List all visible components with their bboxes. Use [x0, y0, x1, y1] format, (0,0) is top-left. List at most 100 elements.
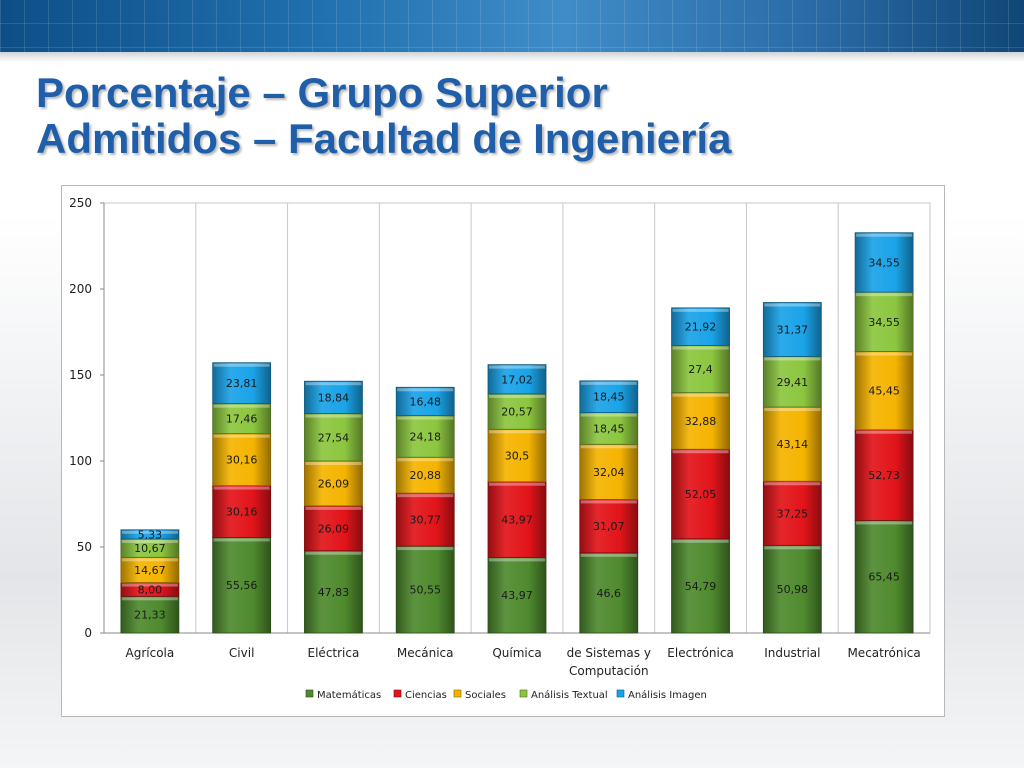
bars: [120, 232, 914, 634]
bar-highlight: [672, 308, 729, 312]
bar-highlight: [672, 393, 729, 397]
bar-highlight: [489, 558, 545, 562]
category-label-electrica: Eléctrica: [308, 646, 360, 660]
bar-industrial-sociales: [762, 406, 822, 482]
value-label-agricola-ciencias: 8,00: [138, 583, 163, 596]
category-label-de-sistemas-y-computacion: de Sistemas y Computación: [567, 646, 651, 678]
bar-highlight: [856, 430, 913, 434]
bar-mecanica-analisis-imagen: [395, 386, 455, 417]
value-label-civil-matematicas: 55,56: [226, 579, 258, 592]
value-label-agricola-matematicas: 21,33: [134, 609, 166, 622]
bar-agricola-sociales: [120, 556, 180, 583]
bar-highlight: [580, 381, 637, 385]
bar-highlight: [856, 521, 913, 525]
bar-civil-sociales: [212, 433, 272, 486]
legend-label: Ciencias: [405, 690, 447, 701]
value-label-mecatronica-matematicas: 65,45: [868, 571, 900, 584]
legend-label: Sociales: [465, 690, 506, 701]
bar-electronica-ciencias: [671, 448, 730, 540]
value-label-mecanica-matematicas: 50,55: [409, 584, 441, 597]
bar-highlight: [672, 539, 729, 543]
bar-stack-mecatronica: [854, 232, 914, 634]
bar-industrial-analisis-imagen: [762, 302, 822, 357]
bar-highlight: [856, 293, 913, 297]
bar-quimica-sociales: [487, 428, 547, 483]
category-label-industrial: Industrial: [764, 646, 820, 660]
value-label-de-sistemas-y-computacion-analisis-imagen: 18,45: [593, 391, 625, 404]
value-label-quimica-sociales: 30,5: [505, 450, 530, 463]
category-labels: Agrícola Civil Eléctrica Mecánica Química de …: [126, 646, 921, 678]
y-tick-label: 150: [69, 368, 92, 382]
bar-highlight: [213, 363, 270, 367]
bar-electrica-matematicas: [304, 550, 363, 634]
bar-highlight: [397, 458, 454, 462]
bar-mecanica-ciencias: [395, 492, 455, 547]
legend-item-matematicas: Matemáticas: [305, 689, 381, 701]
chart-frame: 0 50 100 150 200 250 21,33 8,00 14,67 10,67 5,33 5…: [61, 185, 945, 717]
bar-agricola-matematicas: [120, 595, 180, 634]
bar-highlight: [397, 547, 454, 551]
bar-civil-matematicas: [212, 537, 272, 634]
legend-label: Matemáticas: [317, 689, 381, 701]
bar-stack-industrial: [762, 302, 822, 634]
bar-stack-civil: [212, 362, 272, 634]
bar-electronica-sociales: [671, 392, 730, 450]
bar-de-sistemas-y-computacion-analisis-textual: [579, 412, 639, 445]
bar-highlight: [305, 551, 362, 555]
bar-mecatronica-matematicas: [854, 520, 914, 634]
value-label-mecanica-sociales: 20,88: [409, 469, 441, 482]
value-label-electrica-matematicas: 47,83: [318, 586, 350, 599]
value-label-de-sistemas-y-computacion-sociales: 32,04: [593, 466, 625, 479]
bar-highlight: [672, 346, 729, 350]
category-label-electronica: Electrónica: [667, 646, 734, 660]
category-label-mecatronica: Mecatrónica: [847, 646, 920, 660]
bar-highlight: [672, 450, 729, 454]
value-label-quimica-analisis-textual: 20,57: [501, 406, 533, 419]
bar-de-sistemas-y-computacion-matematicas: [579, 552, 639, 634]
value-label-de-sistemas-y-computacion-analisis-textual: 18,45: [593, 422, 625, 435]
bar-highlight: [580, 553, 637, 557]
y-tick-label: 50: [77, 540, 92, 554]
bar-mecanica-matematicas: [395, 545, 455, 634]
value-label-electronica-analisis-imagen: 21,92: [685, 321, 717, 334]
bar-highlight: [489, 394, 545, 398]
bar-industrial-analisis-textual: [762, 356, 822, 408]
bar-highlight: [213, 486, 270, 490]
bar-mecatronica-ciencias: [854, 429, 914, 521]
bar-civil-ciencias: [212, 485, 272, 538]
legend-swatch: [519, 689, 528, 698]
value-label-electronica-ciencias: 52,05: [685, 488, 717, 501]
bar-quimica-ciencias: [487, 481, 547, 558]
y-axis-ticks: 0 50 100 150 200 250: [69, 196, 104, 640]
bar-highlight: [489, 430, 545, 434]
value-label-quimica-ciencias: 43,97: [501, 514, 533, 527]
y-tick-label: 0: [84, 626, 92, 640]
bar-mecatronica-analisis-imagen: [854, 232, 914, 293]
y-tick-label: 200: [69, 282, 92, 296]
legend-item-analisis-textual: Análisis Textual: [519, 689, 608, 701]
bar-civil-analisis-imagen: [212, 362, 272, 405]
bar-highlight: [580, 445, 637, 449]
value-label-civil-ciencias: 30,16: [226, 505, 258, 518]
value-label-civil-analisis-textual: 17,46: [226, 413, 258, 426]
y-tick-label: 100: [69, 454, 92, 468]
slide-title: Porcentaje – Grupo Superior Admitidos – …: [36, 70, 731, 162]
stacked-bar-chart: 0 50 100 150 200 250 21,33 8,00 14,67 10,675,33 5…: [69, 196, 931, 701]
bar-electrica-analisis-imagen: [304, 380, 363, 415]
bar-de-sistemas-y-computacion-sociales: [579, 443, 639, 500]
bar-highlight: [489, 482, 545, 486]
value-label-electrica-analisis-imagen: 18,84: [318, 391, 350, 404]
bar-highlight: [121, 597, 178, 601]
legend-label: Análisis Imagen: [628, 689, 707, 701]
legend-item-analisis-imagen: Análisis Imagen: [616, 689, 707, 701]
y-tick-label: 250: [69, 196, 92, 210]
value-label-electrica-analisis-textual: 27,54: [318, 431, 350, 444]
value-label-industrial-analisis-imagen: 31,37: [777, 323, 809, 336]
bar-highlight: [764, 482, 821, 486]
value-label-agricola-sociales: 14,67: [134, 564, 166, 577]
value-label-mecanica-analisis-textual: 24,18: [409, 430, 441, 443]
legend-item-sociales: Sociales: [453, 689, 506, 701]
value-label-quimica-analisis-imagen: 17,02: [501, 373, 533, 386]
slide-title-line-2: Admitidos – Facultad de Ingeniería: [36, 115, 732, 162]
bar-electronica-analisis-textual: [671, 345, 730, 394]
